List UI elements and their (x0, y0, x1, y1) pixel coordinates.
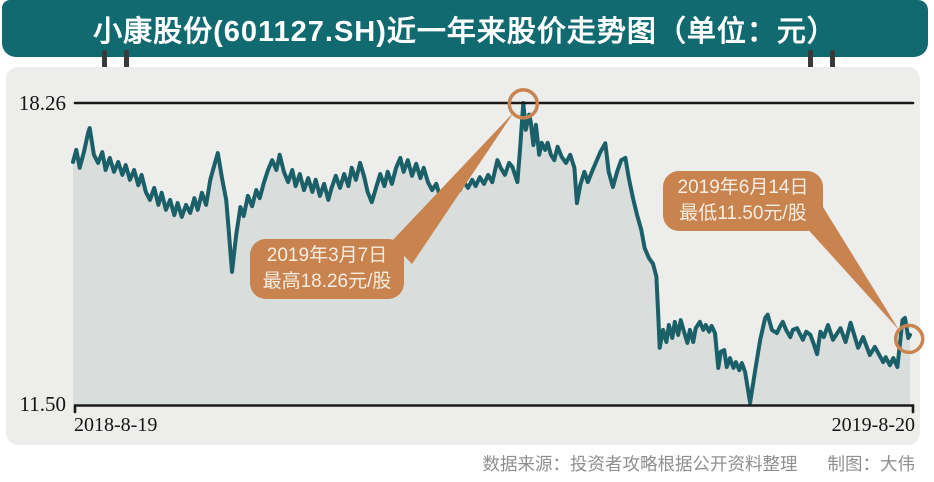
title-bar: 小康股份(601127.SH)近一年来股价走势图（单位：元） (2, 0, 928, 57)
annotation-low-callout: 2019年6月14日 最低11.50元/股 (663, 171, 823, 231)
page-title: 小康股份(601127.SH)近一年来股价走势图（单位：元） (93, 15, 837, 48)
annotation-low-value: 最低11.50元/股 (679, 203, 807, 224)
x-start-label: 2018-8-19 (74, 414, 158, 436)
annotation-high-callout: 2019年3月7日 最高18.26元/股 (250, 239, 404, 299)
data-source: 数据来源：投资者攻略根据公开资料整理 (482, 454, 798, 474)
hanger-tick-right-1 (808, 50, 813, 82)
annotation-low-date: 2019年6月14日 (677, 177, 809, 198)
callout-pointer-high (391, 112, 514, 264)
footer: 数据来源：投资者攻略根据公开资料整理 制图：大伟 (483, 451, 916, 476)
hanger-tick-left-1 (102, 50, 107, 82)
low-point-marker (893, 323, 925, 355)
credit: 制图：大伟 (827, 454, 916, 474)
callout-pointer-low (804, 207, 899, 330)
price-line (71, 101, 912, 405)
annotation-high-date: 2019年3月7日 (266, 245, 388, 266)
x-end-label: 2019-8-20 (831, 414, 915, 436)
hanger-tick-left-2 (124, 50, 129, 82)
y-max-label: 18.26 (18, 91, 66, 115)
y-min-label: 11.50 (19, 392, 66, 416)
x-axis (73, 404, 915, 414)
price-area (73, 103, 910, 404)
high-point-marker (507, 88, 540, 120)
hanger-tick-right-2 (830, 50, 835, 82)
annotation-high-value: 最高18.26元/股 (262, 271, 392, 292)
